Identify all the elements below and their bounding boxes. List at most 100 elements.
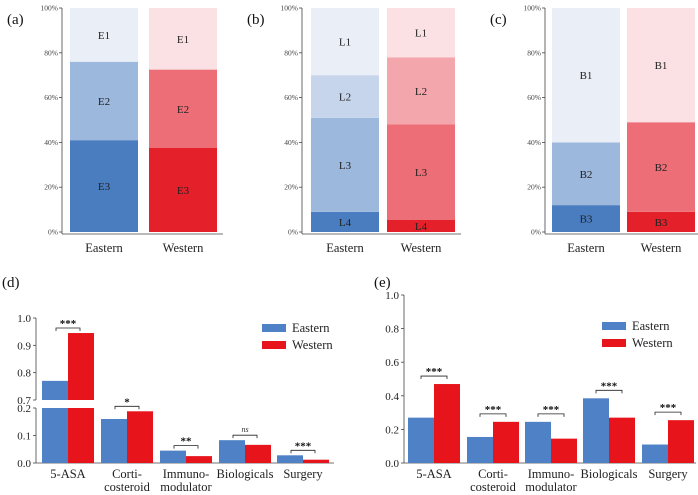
panel-e-legend-western-label: Western	[632, 336, 673, 350]
panel-d-x-label: Immuno-modulator	[160, 467, 212, 494]
panel-b-label: (b)	[247, 12, 265, 28]
panel-a-label: (a)	[7, 12, 24, 28]
panel-b-segment-label-l1: L1	[339, 37, 351, 49]
panel-d-bar-western-3	[245, 444, 271, 463]
panel-b-segment-label-l2: L2	[415, 86, 427, 98]
panel-a-segment-label-e3: E3	[177, 185, 190, 197]
panel-d-y-tick-label: 0.9	[17, 340, 31, 352]
panel-d-x-label: Surgery	[283, 467, 323, 481]
panel-a-segment-label-e3: E3	[98, 181, 111, 193]
panel-d-significance-bracket	[114, 405, 140, 410]
panel-e-significance: ***	[601, 380, 618, 392]
panel-b-segment-label-l1: L1	[415, 28, 427, 40]
panel-b-bar-western-l3	[387, 124, 455, 220]
panel-e-legend-western-swatch	[602, 339, 626, 347]
panel-e-y-tick-label: 0.2	[385, 424, 399, 436]
panel-e-y-tick-label: 1.0	[385, 290, 399, 302]
panel-a-y-tick-label: 20%	[44, 183, 58, 192]
panel-b-bar-eastern-l4	[311, 211, 379, 232]
panel-d-legend-eastern-swatch	[262, 324, 286, 332]
panel-e-y-tick-label: 0.0	[385, 458, 399, 470]
panel-d-bar-eastern-0-lower	[42, 408, 68, 463]
panel-c-segment-label-b3: B3	[580, 214, 593, 226]
panel-b-bar-western-l1	[387, 8, 455, 58]
panel-d-bar-eastern-0-upper	[42, 380, 68, 400]
panel-d-bar-eastern-1	[101, 419, 127, 463]
panel-e-significance-bracket	[479, 413, 507, 417]
panel-c-y-tick-label: 0%	[531, 228, 541, 237]
panel-e-x-label: Biologicals	[581, 467, 638, 481]
panel-a-segment-label-e1: E1	[177, 34, 189, 46]
panel-d-y-tick-label: 0.8	[17, 368, 31, 380]
panel-c-y-tick-label: 40%	[527, 138, 541, 147]
panel-a-bar-western-e3	[149, 148, 217, 232]
panel-e-x-label: Immuno-modulator	[525, 467, 577, 494]
panel-d-bar-western-0-lower	[68, 408, 94, 463]
panel-c-bar-eastern-b2	[552, 142, 620, 206]
panel-d-significance-bracket	[290, 449, 316, 454]
panel-b-x-label-eastern: Eastern	[326, 241, 364, 255]
panel-d-legend-western-swatch	[262, 341, 286, 349]
panel-e-y-tick-label: 0.4	[385, 391, 399, 403]
panel-e-y-tick-label: 0.6	[385, 357, 399, 369]
panel-e-bar-western-3	[609, 417, 635, 463]
panel-a-bar-eastern-e1	[70, 8, 138, 62]
panel-c-segment-label-b3: B3	[655, 217, 668, 229]
panel-e-x-label: Surgery	[648, 467, 688, 481]
panel-c-y-tick-label: 20%	[527, 183, 541, 192]
panel-b-bar-western-l4	[387, 219, 455, 232]
panel-e-x-label: 5-ASA	[416, 467, 451, 481]
panel-e-significance-bracket	[420, 375, 448, 380]
panel-b-y-tick-label: 20%	[284, 183, 298, 192]
panel-c-segment-label-b1: B1	[580, 70, 593, 82]
panel-b-bar-western-l2	[387, 57, 455, 125]
panel-d-y-tick-label: 0.7	[17, 395, 31, 407]
panel-d-bar-eastern-4	[277, 455, 303, 463]
panel-c-x-label-western: Western	[641, 241, 682, 255]
panel-d-significance: ns	[241, 425, 248, 434]
panel-d-y-tick-label: 0.0	[17, 458, 31, 470]
panel-e-bar-eastern-0	[408, 417, 434, 463]
panel-d-bar-western-4	[303, 459, 329, 463]
panel-e-significance: ***	[426, 366, 443, 378]
panel-d-x-label: Corti-costeroid	[104, 467, 151, 494]
panel-b-y-tick-label: 0%	[288, 228, 298, 237]
panel-e-significance-bracket	[537, 413, 565, 417]
panel-a-x-label-western: Western	[163, 241, 204, 255]
panel-b-segment-label-l3: L3	[415, 167, 428, 179]
panel-e-significance: ***	[660, 402, 677, 414]
panel-e-bar-eastern-1	[467, 436, 493, 463]
panel-a-bar-eastern-e2	[70, 61, 138, 141]
panel-c-bar-western-b1	[627, 8, 695, 123]
panel-c-label: (c)	[490, 12, 507, 28]
panel-c-bar-eastern-b3	[552, 205, 620, 232]
panel-c-y-tick-label: 100%	[524, 4, 542, 13]
panel-b-segment-label-l4: L4	[339, 217, 352, 229]
panel-b-y-tick-label: 60%	[284, 93, 298, 102]
panel-d-x-label: 5-ASA	[50, 467, 85, 481]
panel-b-bar-eastern-l3	[311, 117, 379, 212]
panel-e-bar-eastern-2	[525, 421, 551, 463]
panel-e-label: (e)	[374, 275, 391, 291]
panel-a-y-tick-label: 100%	[41, 4, 59, 13]
panel-d-bar-western-1	[127, 411, 153, 463]
panel-d-y-tick-label: 1.0	[17, 313, 31, 325]
panel-e-bar-eastern-4	[642, 444, 668, 463]
panel-a-y-tick-label: 40%	[44, 138, 58, 147]
panel-e-significance-bracket	[595, 389, 623, 394]
panel-d-significance-bracket	[173, 445, 199, 449]
panel-a-bar-eastern-e3	[70, 140, 138, 232]
panel-b-segment-label-l3: L3	[339, 160, 352, 172]
panel-d-bar-eastern-2	[160, 450, 186, 463]
panel-e-x-label: Corti-costeroid	[470, 467, 517, 494]
panel-e-y-tick-label: 0.8	[385, 324, 399, 336]
panel-d-significance: ***	[60, 318, 77, 330]
panel-e-bar-western-1	[493, 421, 519, 463]
panel-e-bar-eastern-3	[583, 398, 609, 463]
panel-d-bar-western-0-upper	[68, 333, 94, 400]
panel-d-y-tick-label: 0.2	[17, 403, 31, 415]
panel-c-segment-label-b2: B2	[580, 169, 593, 181]
panel-d-bar-western-2	[186, 456, 212, 463]
panel-d-significance: ***	[295, 440, 312, 452]
panel-d-significance-bracket	[55, 327, 81, 332]
